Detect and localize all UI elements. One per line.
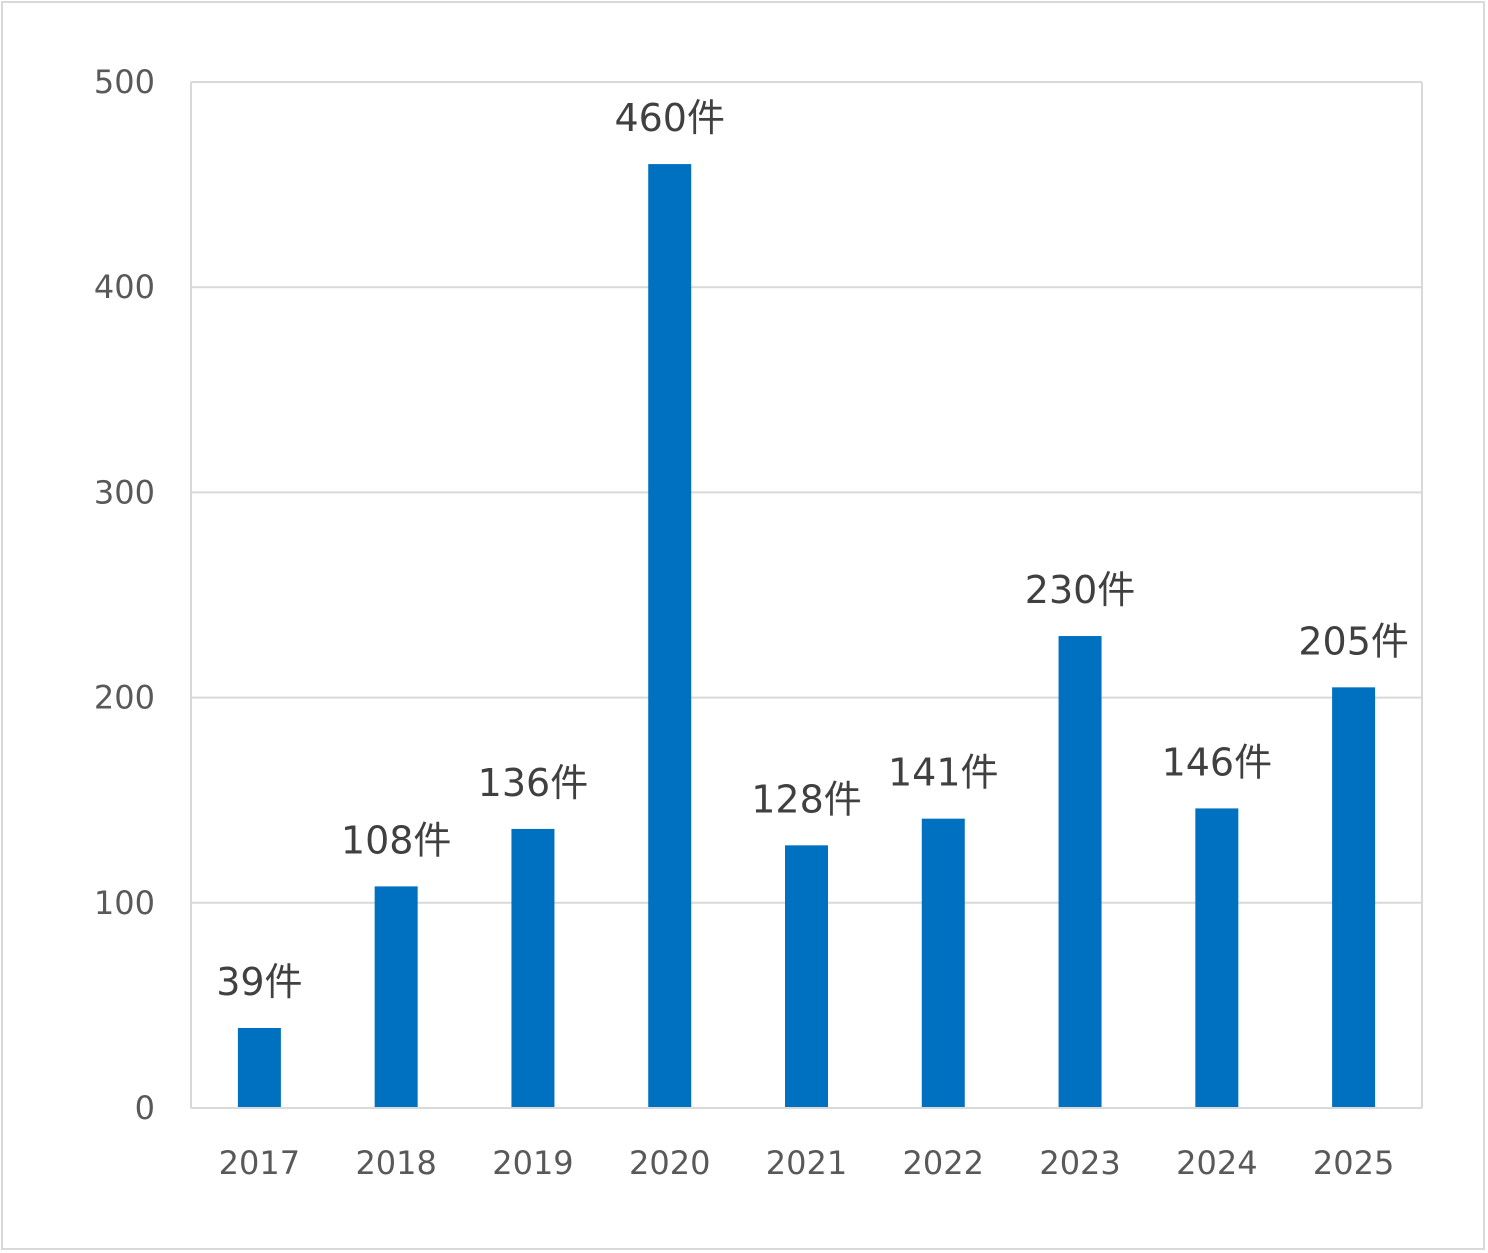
- y-tick-label: 100: [94, 884, 155, 922]
- x-tick-label: 2024: [1176, 1144, 1257, 1182]
- x-tick-label: 2023: [1039, 1144, 1120, 1182]
- x-tick-label: 2019: [492, 1144, 573, 1182]
- bar-2024: [1195, 808, 1239, 1108]
- x-tick-label: 2022: [903, 1144, 984, 1182]
- y-tick-label: 400: [94, 268, 155, 306]
- y-tick-label: 500: [94, 63, 155, 101]
- y-tick-label: 200: [94, 679, 155, 717]
- x-tick-label: 2020: [629, 1144, 710, 1182]
- bar-2025: [1332, 687, 1376, 1108]
- data-label-2023: 230件: [1025, 568, 1136, 612]
- data-label-2025: 205件: [1298, 619, 1409, 663]
- x-tick-label: 2018: [355, 1144, 436, 1182]
- bar-2022: [921, 818, 965, 1108]
- bar-2017: [237, 1027, 281, 1108]
- bar-2019: [511, 828, 555, 1108]
- x-tick-label: 2017: [219, 1144, 300, 1182]
- bar-2023: [1058, 636, 1102, 1108]
- data-label-2020: 460件: [614, 96, 725, 140]
- data-label-2018: 108件: [341, 818, 452, 862]
- y-tick-label: 300: [94, 473, 155, 511]
- data-label-2022: 141件: [888, 751, 999, 795]
- data-label-2017: 39件: [216, 960, 302, 1004]
- bar-2020: [648, 164, 692, 1108]
- data-label-2021: 128件: [751, 777, 862, 821]
- y-tick-label: 0: [135, 1089, 155, 1127]
- data-label-2024: 146件: [1162, 740, 1273, 784]
- x-tick-label: 2025: [1313, 1144, 1394, 1182]
- bar-2018: [374, 886, 418, 1108]
- bar-2021: [785, 845, 828, 1108]
- data-label-2019: 136件: [478, 761, 589, 805]
- x-tick-label: 2021: [766, 1144, 847, 1182]
